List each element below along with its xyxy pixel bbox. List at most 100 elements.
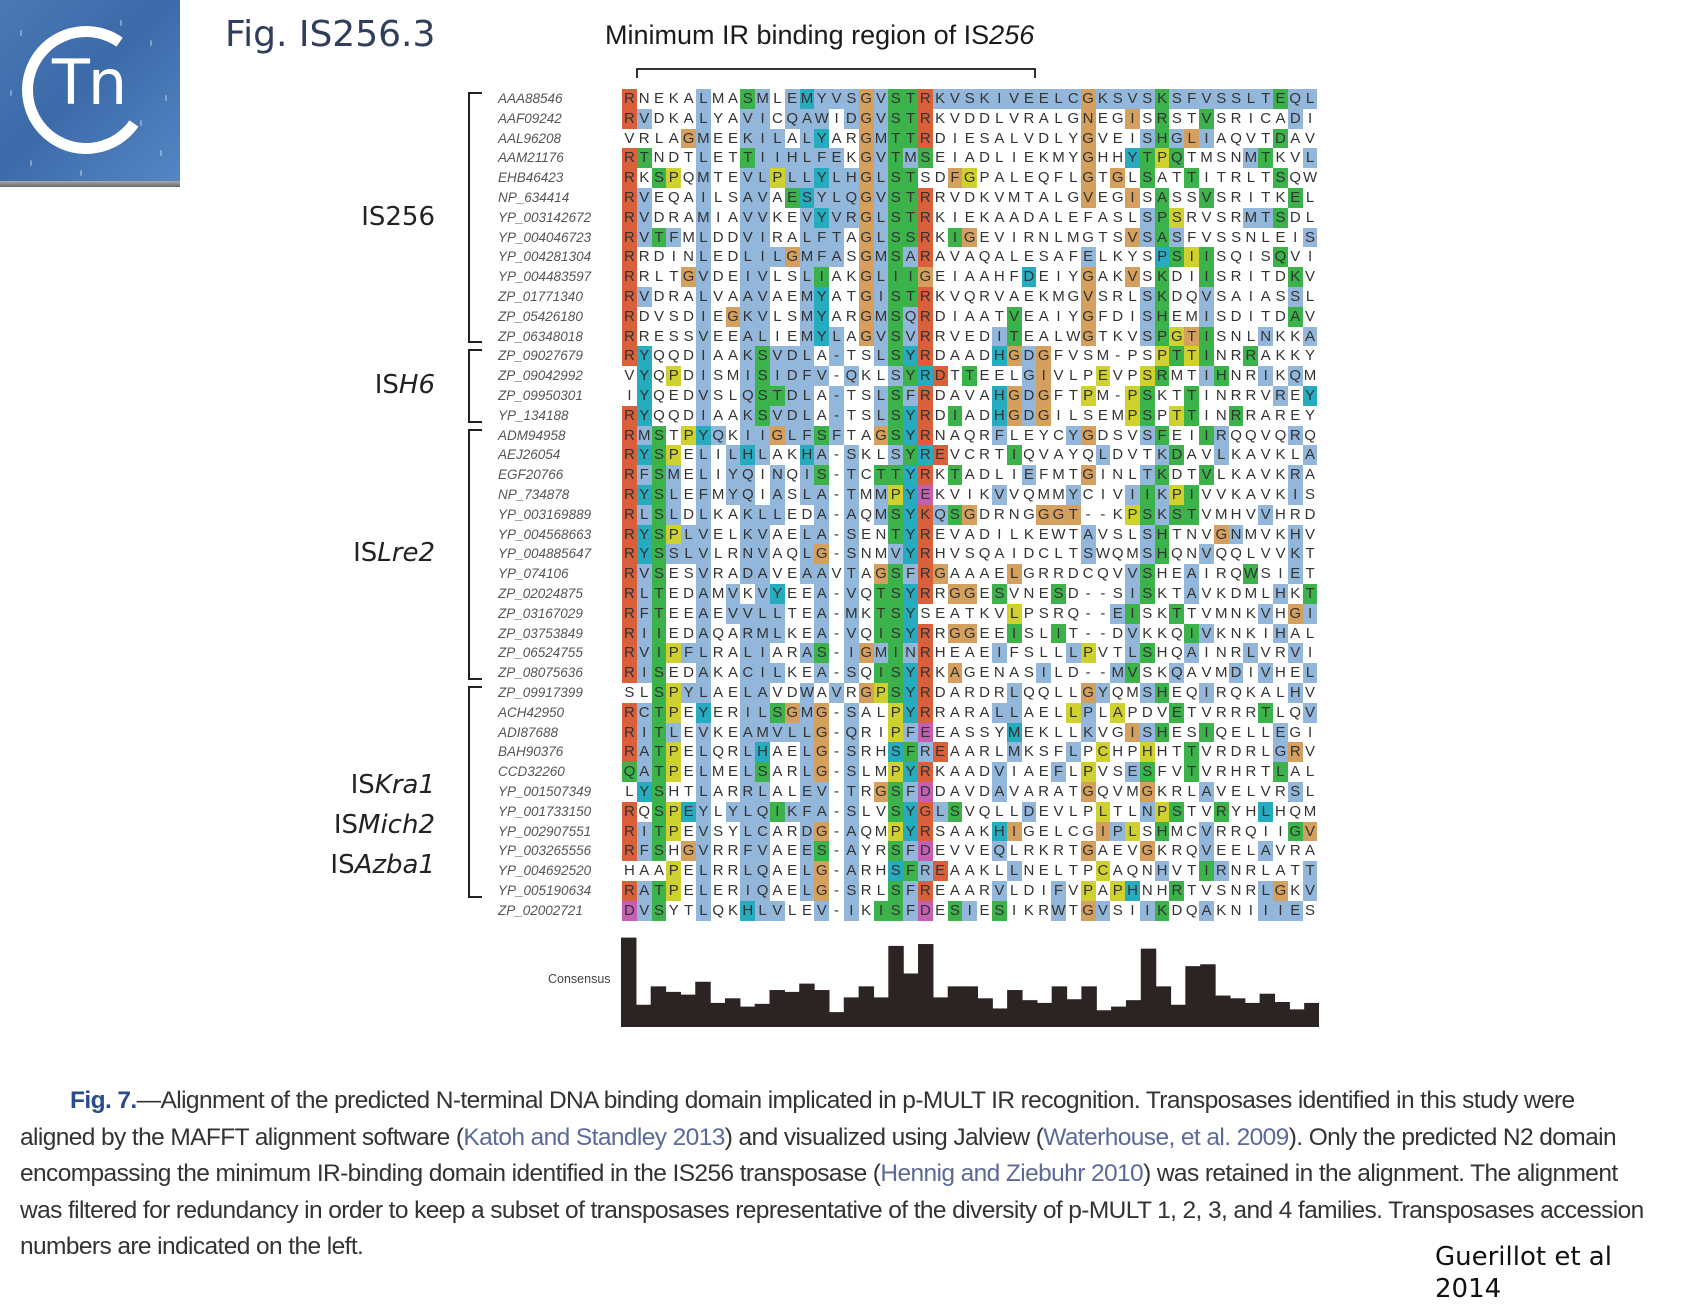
residue: E [713, 703, 724, 721]
residue: T [684, 149, 694, 167]
residue: E [932, 742, 948, 763]
residue: S [917, 148, 933, 169]
residue: A [755, 564, 770, 584]
residue: T [1172, 525, 1182, 543]
consensus-bar [1244, 1002, 1261, 1025]
residue: V [843, 623, 859, 644]
residue: E [1231, 783, 1242, 800]
residue: I [740, 267, 756, 287]
residue: P [1080, 702, 1096, 723]
residue: A [964, 149, 975, 167]
accession-label: ZP_02002721 [498, 902, 583, 918]
residue: K [1245, 684, 1256, 701]
residue: V [1199, 108, 1214, 129]
citation-link[interactable]: Katoh and Standley 2013 [463, 1123, 725, 1151]
residue: S [1139, 227, 1155, 248]
residue: I [1125, 485, 1140, 505]
residue: Y [814, 128, 830, 149]
residue: S [1142, 604, 1153, 622]
citation-link[interactable]: Waterhouse, et al. 2009 [1043, 1123, 1289, 1151]
residue: A [964, 466, 975, 484]
residue: Q [932, 504, 948, 525]
residue: V [725, 603, 741, 624]
residue: K [740, 128, 756, 149]
residue: Q [1287, 89, 1303, 109]
residue: E [683, 882, 694, 899]
residue: L [784, 168, 800, 188]
residue: V [1199, 89, 1214, 109]
residue: L [876, 882, 886, 899]
residue: R [712, 862, 724, 880]
residue: H [1154, 524, 1170, 545]
citation-link[interactable]: Hennig and Ziebuhr 2010 [880, 1160, 1144, 1187]
residue: L [695, 762, 711, 782]
residue: - [834, 367, 840, 385]
residue: G [858, 643, 874, 664]
residue: C [964, 446, 976, 464]
residue: I [636, 663, 652, 683]
residue: L [695, 504, 711, 525]
residue: T [1187, 149, 1197, 167]
residue: L [1276, 703, 1285, 721]
residue: S [1139, 683, 1155, 703]
residue: R [860, 743, 872, 761]
consensus-bar [1215, 995, 1231, 1025]
residue: R [622, 227, 637, 248]
residue: V [1068, 347, 1079, 365]
residue: S [861, 406, 872, 424]
residue: R [727, 703, 739, 721]
residue: A [949, 703, 960, 721]
residue: E [1290, 664, 1301, 682]
residue: A [979, 307, 990, 325]
residue: S [1139, 425, 1155, 446]
residue: A [1260, 288, 1271, 305]
residue: G [1111, 109, 1124, 127]
residue: H [784, 148, 800, 169]
residue: S [668, 327, 679, 345]
residue: H [740, 900, 756, 921]
residue: M [1243, 148, 1259, 169]
residue: R [1273, 386, 1288, 406]
residue: C [755, 821, 770, 842]
residue: T [888, 465, 904, 485]
residue: I [755, 128, 770, 149]
residue: S [947, 504, 963, 525]
residue: H [993, 268, 1005, 286]
family-bracket [468, 92, 482, 344]
residue: A [727, 208, 738, 226]
residue: M [666, 465, 682, 485]
residue: M [799, 287, 815, 307]
residue: V [1260, 545, 1271, 563]
residue: Q [638, 802, 651, 820]
residue: T [1068, 842, 1078, 860]
residue: S [1287, 782, 1303, 802]
residue: M [874, 822, 888, 840]
residue: D [1230, 307, 1242, 325]
residue: R [917, 881, 933, 901]
residue: Y [1068, 129, 1079, 147]
residue: V [624, 129, 635, 147]
residue: P [1110, 821, 1126, 842]
residue: V [1290, 149, 1301, 167]
residue: S [920, 604, 931, 622]
residue: Q [1037, 684, 1050, 701]
residue: T [846, 347, 856, 365]
residue: V [636, 227, 652, 248]
residue: K [1157, 585, 1168, 602]
residue: A [979, 565, 990, 583]
residue: L [1305, 763, 1315, 781]
residue: Y [903, 762, 918, 782]
residue: F [1053, 347, 1064, 365]
residue: L [873, 207, 889, 228]
residue: A [1260, 684, 1271, 701]
residue: A [1053, 446, 1064, 464]
residue: F [799, 366, 815, 386]
residue: L [1261, 723, 1270, 741]
residue: - [1085, 624, 1091, 642]
residue: S [888, 900, 904, 921]
residue: A [695, 663, 711, 683]
residue: R [1245, 387, 1257, 404]
